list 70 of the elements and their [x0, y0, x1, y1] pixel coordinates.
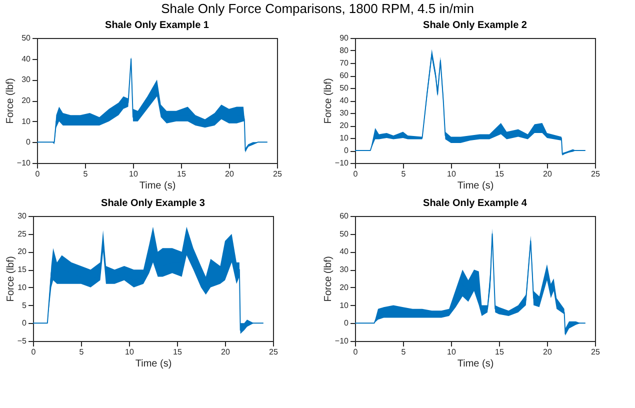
y-tick-label: 30 [22, 75, 32, 84]
x-axis-title: Time (s) [139, 180, 176, 192]
chart-title: Shale Only Example 2 [423, 20, 528, 31]
y-tick-label: 40 [22, 54, 32, 64]
y-tick-label: 0 [26, 138, 32, 147]
y-tick-label: −5 [17, 336, 28, 346]
y-tick-label: 70 [340, 58, 350, 68]
x-tick-label: 25 [591, 348, 600, 356]
x-tick-label: 25 [269, 348, 278, 356]
y-tick-label: 10 [18, 282, 28, 292]
x-tick-label: 15 [177, 170, 186, 178]
x-tick-label: 5 [401, 348, 406, 356]
y-tick-label: 80 [340, 46, 350, 55]
x-tick-label: 10 [129, 170, 138, 178]
x-tick-label: 20 [543, 348, 552, 356]
y-axis-title: Force (lbf) [4, 78, 16, 124]
x-tick-label: 10 [447, 348, 456, 356]
x-tick-label: 20 [225, 170, 234, 178]
chart-title: Shale Only Example 4 [423, 198, 528, 209]
text: Shale Only Force Comparisons, 1800 RPM, 4.5 in/min [160, 0, 475, 18]
y-tick-label: 0 [22, 318, 28, 328]
y-tick-label: 15 [18, 265, 28, 274]
y-tick-label: 40 [340, 247, 350, 256]
y-tick-label: 20 [340, 282, 350, 292]
y-tick-label: 5 [22, 300, 28, 310]
x-axis-title: Time (s) [457, 358, 494, 370]
x-tick-label: 15 [495, 170, 504, 178]
x-tick-label: 5 [79, 348, 84, 356]
x-tick-label: 25 [273, 170, 282, 178]
x-tick-label: 10 [125, 348, 134, 356]
y-tick-label: 0 [344, 318, 350, 328]
x-tick-label: 20 [221, 348, 230, 356]
y-tick-label: 50 [22, 34, 32, 42]
y-tick-label: 0 [344, 146, 350, 155]
x-tick-label: 15 [173, 348, 182, 356]
x-tick-label: 5 [401, 170, 406, 178]
y-tick-label: 20 [22, 96, 32, 105]
y-axis-title: Force (lbf) [5, 256, 16, 302]
x-tick-label: 15 [495, 348, 504, 356]
x-tick-label: 0 [353, 170, 358, 178]
y-tick-label: 90 [340, 34, 350, 42]
x-tick-label: 10 [447, 170, 456, 178]
y-tick-label: −10 [334, 158, 350, 168]
x-tick-label: 5 [83, 170, 88, 178]
x-axis-title: Time (s) [135, 358, 172, 370]
y-axis-title: Force (lbf) [322, 78, 334, 124]
x-tick-label: 25 [591, 170, 600, 178]
chart-title: Shale Only Example 1 [105, 20, 210, 31]
y-tick-label: 20 [340, 121, 350, 130]
y-tick-label: −10 [334, 336, 350, 346]
y-tick-label: 60 [340, 71, 350, 80]
y-tick-label: 30 [340, 108, 350, 118]
y-tick-label: 25 [18, 229, 28, 238]
x-tick-label: 20 [543, 170, 552, 178]
y-tick-label: 10 [340, 300, 350, 310]
y-tick-label: 50 [340, 229, 350, 238]
x-tick-label: 0 [35, 170, 40, 178]
y-tick-label: 30 [340, 265, 350, 274]
x-tick-label: 0 [353, 348, 358, 356]
y-tick-label: −10 [16, 158, 32, 168]
y-tick-label: 60 [340, 212, 350, 220]
y-axis-title: Force (lbf) [322, 256, 334, 302]
y-tick-label: 40 [340, 96, 350, 105]
y-tick-label: 20 [18, 247, 28, 256]
chart-title: Shale Only Example 3 [101, 198, 206, 209]
y-tick-label: 10 [22, 116, 32, 126]
y-tick-label: 50 [340, 84, 350, 92]
y-tick-label: 30 [18, 212, 28, 220]
x-axis-title: Time (s) [457, 180, 494, 192]
y-tick-label: 10 [340, 134, 350, 142]
